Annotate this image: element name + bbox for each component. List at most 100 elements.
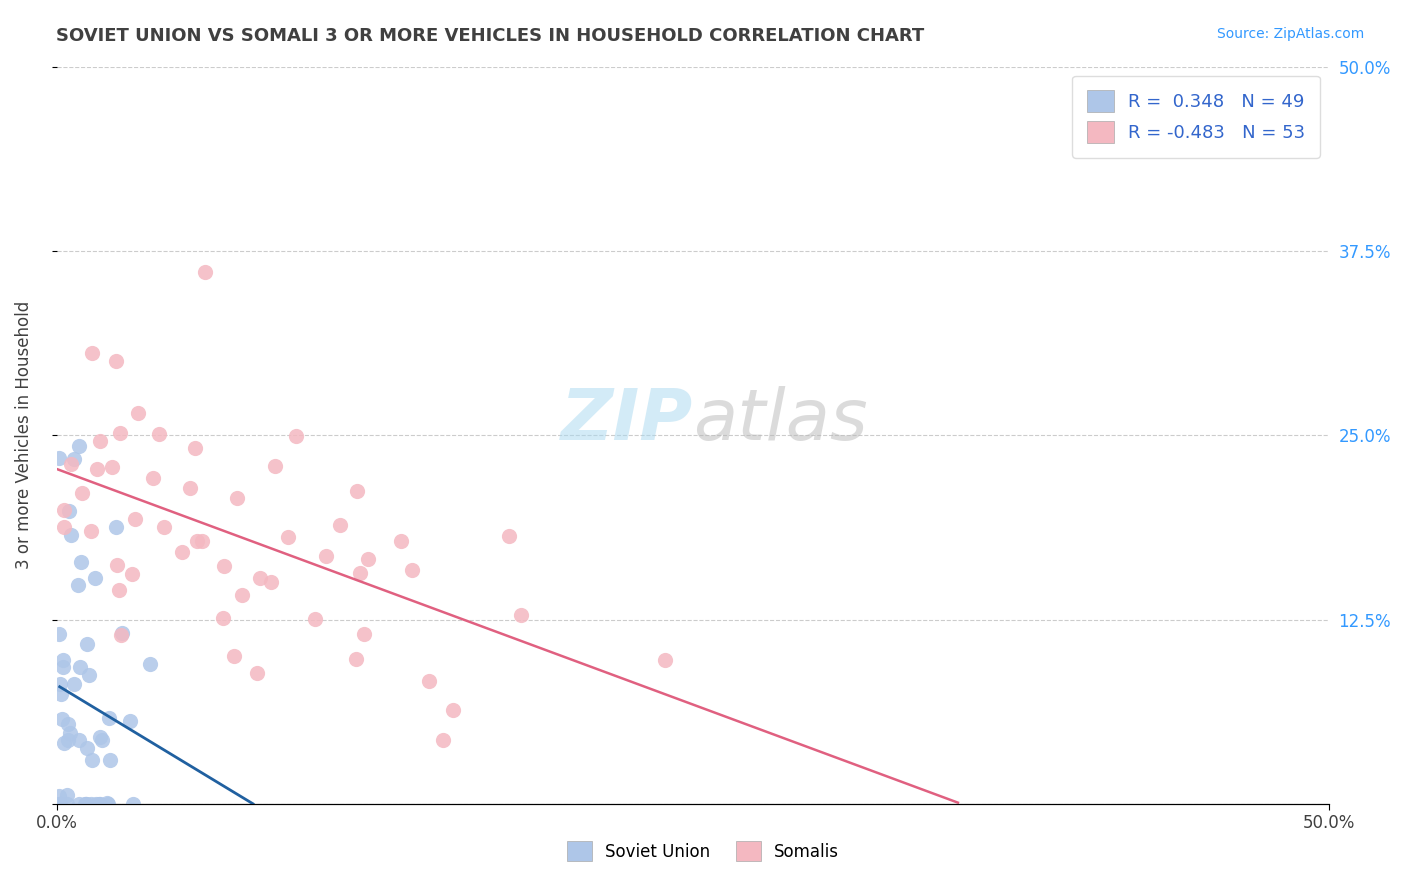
Point	[56, 717, 79, 731]
Point	[86, 462, 108, 476]
Point	[211, 611, 233, 625]
Point	[59, 725, 82, 739]
Point	[148, 427, 170, 442]
Point	[63, 677, 86, 691]
Point	[346, 484, 368, 499]
Text: atlas: atlas	[693, 386, 868, 455]
Point	[56, 797, 79, 811]
Point	[69, 660, 91, 674]
Point	[48, 451, 70, 466]
Point	[80, 797, 103, 811]
Point	[349, 566, 371, 581]
Point	[59, 458, 82, 472]
Point	[90, 733, 112, 747]
Point	[100, 753, 122, 767]
Text: ZIP: ZIP	[561, 386, 693, 455]
Point	[172, 545, 194, 559]
Point	[142, 471, 165, 485]
Point	[226, 491, 249, 505]
Point	[121, 566, 143, 581]
Point	[51, 712, 73, 726]
Point	[51, 687, 73, 701]
Point	[179, 481, 201, 495]
Point	[441, 703, 464, 717]
Point	[84, 797, 107, 811]
Point	[48, 797, 70, 811]
Point	[264, 458, 287, 473]
Point	[231, 588, 253, 602]
Point	[353, 627, 375, 641]
Point	[315, 549, 337, 563]
Point	[108, 583, 131, 598]
Point	[58, 732, 80, 747]
Point	[654, 653, 676, 667]
Point	[80, 753, 103, 767]
Point	[122, 797, 145, 811]
Point	[401, 563, 423, 577]
Point	[59, 528, 82, 542]
Point	[389, 534, 412, 549]
Point	[191, 533, 214, 548]
Point	[48, 677, 70, 691]
Point	[87, 797, 110, 811]
Point	[285, 429, 308, 443]
Text: Source: ZipAtlas.com: Source: ZipAtlas.com	[1216, 27, 1364, 41]
Point	[56, 788, 79, 802]
Point	[83, 571, 105, 585]
Point	[52, 659, 75, 673]
Point	[80, 524, 103, 538]
Point	[249, 571, 271, 585]
Point	[101, 460, 124, 475]
Point	[418, 673, 440, 688]
Point	[89, 730, 111, 744]
Point	[432, 733, 454, 747]
Point	[214, 559, 236, 574]
Point	[53, 736, 76, 750]
Point	[344, 651, 367, 665]
Point	[509, 607, 531, 622]
Point	[498, 529, 520, 543]
Point	[77, 668, 100, 682]
Point	[58, 504, 80, 518]
Point	[186, 533, 208, 548]
Legend: Soviet Union, Somalis: Soviet Union, Somalis	[554, 828, 852, 875]
Point	[260, 575, 283, 590]
Point	[105, 354, 128, 368]
Point	[111, 625, 134, 640]
Point	[139, 657, 162, 671]
Point	[63, 452, 86, 467]
Point	[67, 732, 90, 747]
Point	[110, 426, 132, 441]
Point	[104, 520, 127, 534]
Point	[73, 797, 96, 811]
Point	[152, 519, 174, 533]
Point	[304, 612, 326, 626]
Point	[76, 740, 98, 755]
Point	[66, 578, 89, 592]
Point	[127, 406, 149, 420]
Point	[76, 636, 98, 650]
Point	[49, 797, 72, 811]
Point	[82, 346, 104, 360]
Point	[194, 265, 217, 279]
Point	[124, 511, 146, 525]
Point	[97, 797, 120, 811]
Point	[53, 519, 76, 533]
Point	[75, 797, 97, 811]
Legend: R =  0.348   N = 49, R = -0.483   N = 53: R = 0.348 N = 49, R = -0.483 N = 53	[1073, 76, 1320, 158]
Point	[48, 626, 70, 640]
Text: SOVIET UNION VS SOMALI 3 OR MORE VEHICLES IN HOUSEHOLD CORRELATION CHART: SOVIET UNION VS SOMALI 3 OR MORE VEHICLE…	[56, 27, 925, 45]
Point	[67, 439, 90, 453]
Point	[67, 797, 90, 811]
Point	[89, 797, 111, 811]
Point	[183, 441, 205, 455]
Point	[69, 555, 91, 569]
Point	[329, 517, 352, 532]
Point	[97, 711, 120, 725]
Point	[96, 796, 118, 810]
Point	[356, 552, 378, 566]
Point	[118, 714, 141, 729]
Point	[277, 530, 299, 544]
Point	[224, 648, 246, 663]
Point	[110, 628, 132, 642]
